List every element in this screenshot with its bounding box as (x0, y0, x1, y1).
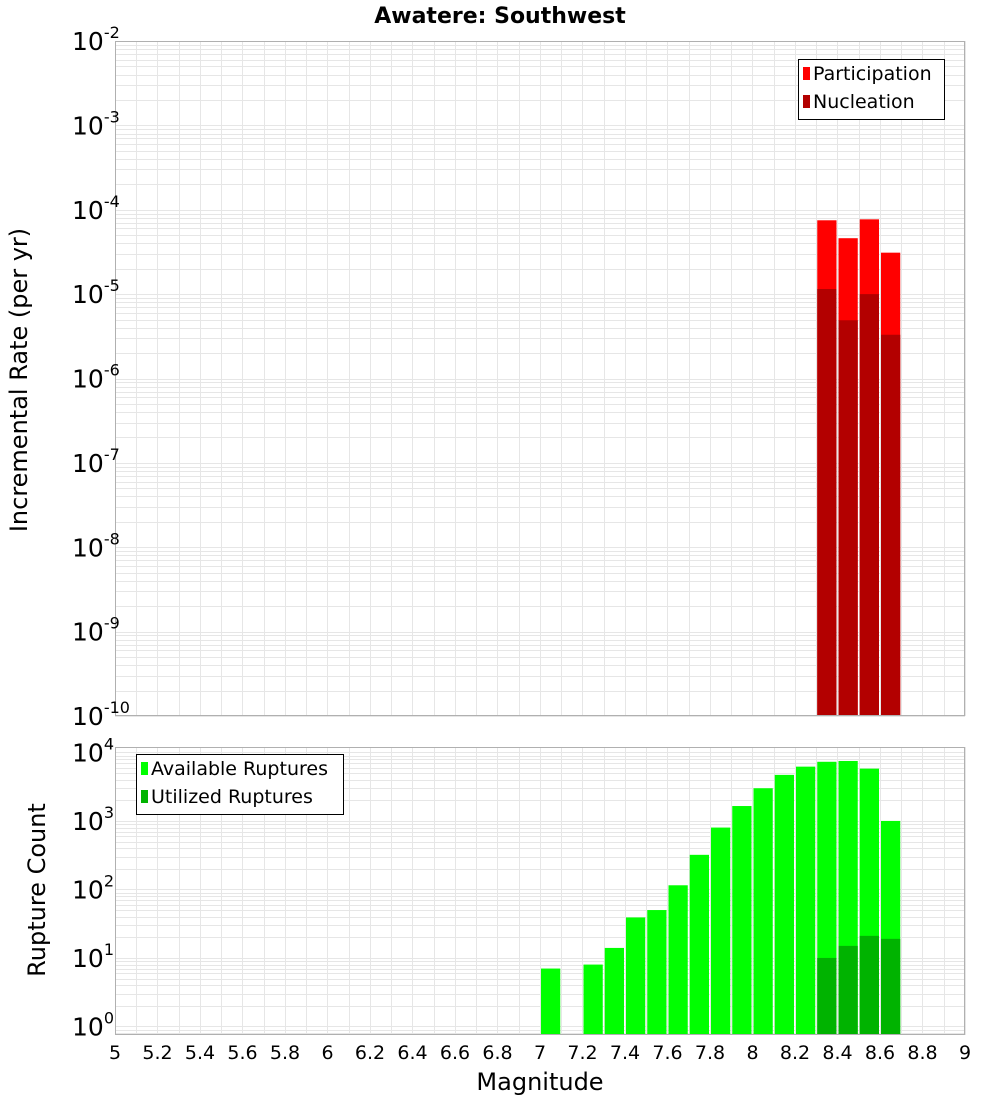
bottom-bar (583, 964, 603, 1035)
x-tick-label: 6 (321, 1042, 333, 1064)
top-y-tick-label: 10-9 (72, 614, 120, 647)
x-tick-label: 7.2 (567, 1042, 597, 1064)
bottom-y-axis-title: Rupture Count (23, 803, 51, 977)
top-legend: Participation Nucleation (798, 59, 945, 120)
x-tick-label: 6.2 (355, 1042, 385, 1064)
chart-title: Awatere: Southwest (374, 4, 626, 29)
bottom-bar (668, 885, 688, 1035)
top-legend-swatch (803, 95, 810, 108)
bottom-y-tick-label: 102 (72, 871, 114, 904)
bottom-bar (774, 774, 794, 1035)
x-tick-label: 5.2 (142, 1042, 172, 1064)
top-panel: 10-2 10-3 10-4 10-5 10-6 10-7 10-8 10-9 10-10 Par… (72, 23, 966, 731)
top-y-axis-title: Incremental Rate (per yr) (5, 228, 33, 532)
top-y-tick-label: 10-2 (72, 23, 120, 56)
bottom-bar (732, 806, 752, 1035)
top-legend-label: Nucleation (813, 91, 915, 113)
top-legend-swatch (803, 67, 810, 80)
x-tick-label: 7.8 (695, 1042, 725, 1064)
x-tick-label: 5.4 (185, 1042, 215, 1064)
bottom-legend-swatch (141, 790, 148, 803)
bottom-bar (626, 917, 646, 1035)
bottom-bar (753, 788, 773, 1035)
x-tick-label: 7.6 (652, 1042, 682, 1064)
bottom-legend-label: Available Ruptures (151, 758, 328, 780)
bottom-bar (859, 935, 879, 1035)
top-plot-border (115, 41, 965, 716)
x-tick-label: 5.8 (270, 1042, 300, 1064)
top-y-tick-label: 10-8 (72, 529, 120, 562)
bottom-bar (541, 968, 561, 1035)
top-bar (838, 320, 858, 716)
top-bar (859, 294, 879, 716)
bottom-bar (647, 910, 667, 1035)
top-legend-box (798, 59, 945, 120)
x-tick-label: 9 (959, 1042, 971, 1064)
x-tick-label: 5.6 (227, 1042, 257, 1064)
top-y-tick-label: 10-4 (72, 192, 120, 225)
bottom-panel: 104 103 102 101 100 Available Ruptures Utilize… (72, 734, 971, 1064)
x-tick-label: 8.8 (907, 1042, 937, 1064)
top-y-tick-label: 10-10 (72, 698, 130, 731)
x-tick-label: 5 (109, 1042, 121, 1064)
x-tick-label: 7.4 (610, 1042, 640, 1064)
x-axis-title: Magnitude (476, 1068, 603, 1096)
bottom-y-tick-label: 104 (72, 734, 114, 767)
top-grid (115, 41, 966, 717)
x-tick-label: 8 (746, 1042, 758, 1064)
bottom-bar (881, 938, 901, 1035)
x-tick-label: 8.2 (780, 1042, 810, 1064)
bottom-bar (796, 766, 816, 1035)
bottom-y-tick-label: 100 (72, 1008, 114, 1041)
x-tick-label: 7 (534, 1042, 546, 1064)
top-legend-label: Participation (813, 63, 932, 85)
top-bar (817, 289, 837, 716)
bottom-legend-swatch (141, 762, 148, 775)
bottom-bar (711, 827, 731, 1035)
top-y-tick-label: 10-5 (72, 276, 120, 309)
top-y-tick-label: 10-6 (72, 361, 120, 394)
bottom-legend-label: Utilized Ruptures (151, 786, 313, 808)
bottom-bar (838, 945, 858, 1035)
top-series-2-bars (817, 289, 901, 716)
x-tick-label: 8.6 (865, 1042, 895, 1064)
bottom-bar (689, 854, 709, 1035)
bottom-y-tick-label: 101 (72, 940, 114, 973)
x-tick-label: 8.4 (822, 1042, 852, 1064)
bottom-bar (604, 947, 624, 1035)
x-tick-label: 6.8 (482, 1042, 512, 1064)
bottom-legend: Available Ruptures Utilized Ruptures (136, 754, 344, 815)
x-tick-label: 6.4 (397, 1042, 427, 1064)
bottom-series-2-bars (817, 935, 901, 1035)
bottom-y-tick-label: 103 (72, 803, 114, 836)
top-y-tick-label: 10-3 (72, 107, 120, 140)
bottom-legend-box (136, 754, 344, 815)
x-tick-label: 6.6 (440, 1042, 470, 1064)
top-bar (881, 334, 901, 716)
bottom-bar (817, 957, 837, 1035)
bottom-plot-border (115, 747, 965, 1035)
top-y-tick-label: 10-7 (72, 445, 120, 478)
